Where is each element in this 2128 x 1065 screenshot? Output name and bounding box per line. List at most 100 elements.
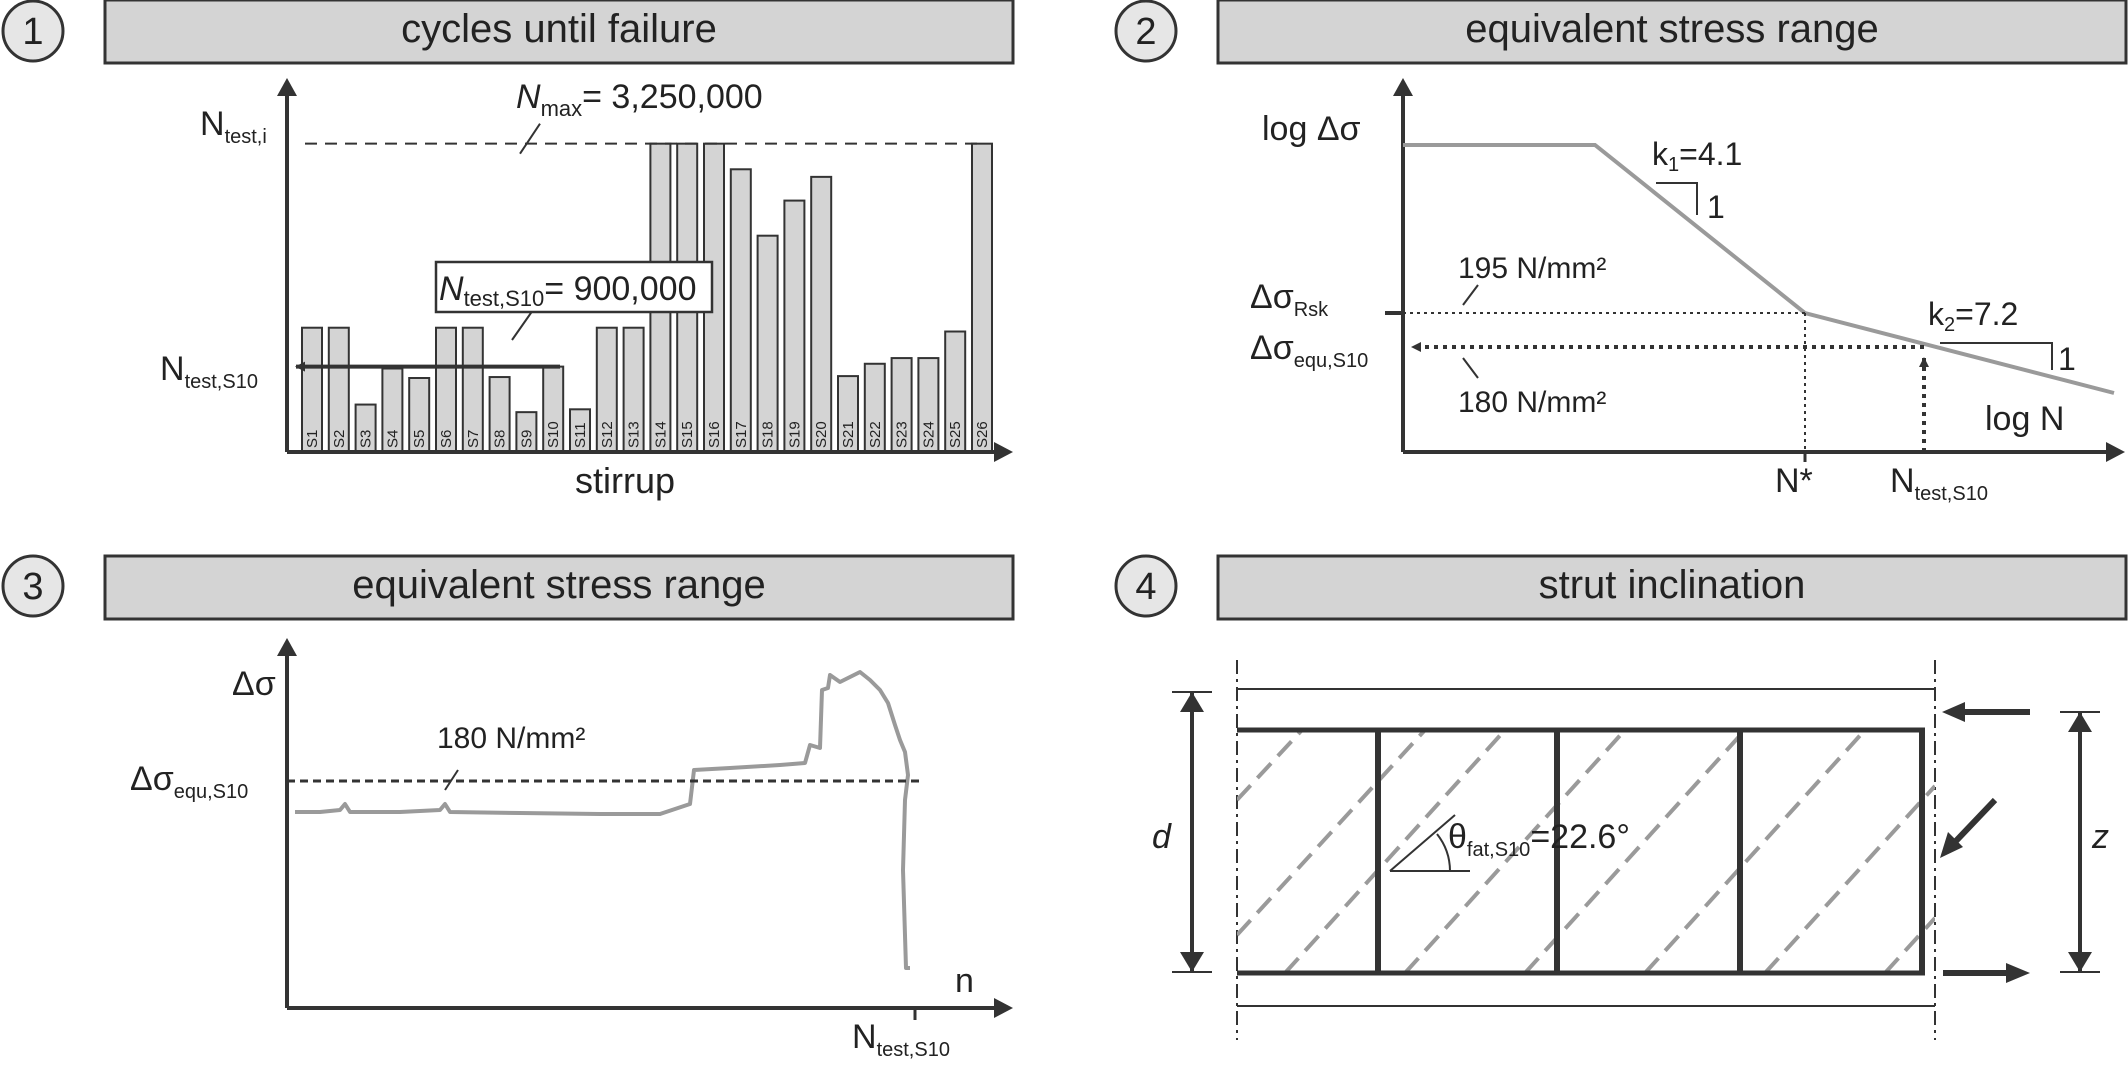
- bar-category-label: S22: [867, 421, 884, 448]
- d-label: d: [1152, 818, 1172, 856]
- bar-category-label: S3: [358, 430, 375, 448]
- bar: [756, 234, 779, 453]
- bar: [729, 168, 752, 454]
- equ-label: Δσequ,S10: [1250, 329, 1368, 372]
- y-axis-arrow: [1393, 78, 1413, 96]
- panel-2-number: 2: [1135, 11, 1156, 53]
- strut-line: [1237, 730, 1304, 802]
- k1-label-main: k: [1652, 136, 1669, 172]
- s10-label: Ntest,S10= 900,000: [439, 270, 696, 311]
- k1-slope-label: 1: [1707, 189, 1725, 225]
- panel-4-title: strut inclination: [1539, 563, 1806, 607]
- bar-category-label: S8: [492, 430, 509, 448]
- panel-2-title: equivalent stress range: [1465, 7, 1879, 51]
- panel-4-number-badge: [1114, 554, 1178, 618]
- strut-line: [1403, 730, 1627, 973]
- panel-3-title-box: [103, 554, 1015, 621]
- rsk-label-sub: Rsk: [1294, 299, 1329, 321]
- y-axis-label: Ntest,i: [200, 105, 267, 148]
- max-label-leader: [519, 123, 541, 155]
- s10-axis-label: Ntest,S10: [160, 350, 258, 393]
- bar: [971, 142, 993, 454]
- bar-category-label: S21: [840, 421, 857, 448]
- equ-value-leader: [1462, 357, 1479, 379]
- strut-line: [1523, 730, 1747, 973]
- x-axis-arrow: [994, 442, 1013, 462]
- x-axis-label: log N: [1985, 400, 2064, 438]
- k1-label-value: =4.1: [1679, 136, 1742, 172]
- compression-force-arrowhead: [1942, 702, 1965, 722]
- bar-category-label: S20: [813, 421, 830, 448]
- bar-label-group: S1 S2 S3 S4 S5 S6 S7 S8 S9 S10 S11 S12 S13 S14 S15 S16 S…: [304, 421, 991, 448]
- bar-category-label: S25: [947, 421, 964, 448]
- bar-category-label: S11: [572, 422, 589, 448]
- bar-category-label: S15: [679, 421, 696, 448]
- k2-slope-triangle: [1940, 342, 2053, 370]
- bar-category-label: S16: [706, 421, 723, 448]
- x-axis-arrow: [2106, 442, 2125, 462]
- k1-label: k1=4.1: [1652, 136, 1742, 176]
- nstar-label: N*: [1775, 462, 1813, 500]
- rsk-label-main: Δσ: [1250, 278, 1294, 316]
- bar-category-label: S12: [599, 421, 616, 448]
- panel-1-number-badge: [1, 0, 65, 63]
- ntest-label-main: N: [852, 1018, 877, 1056]
- panel-1-title-box: [103, 0, 1015, 65]
- z-dimension-arrow-bottom: [2068, 952, 2092, 972]
- panel-3-number-badge: [1, 554, 65, 618]
- y-axis-arrow: [277, 78, 297, 96]
- y-axis-label: Δσ: [232, 665, 276, 703]
- angle-arc: [1436, 833, 1451, 872]
- rsk-value-leader: [1462, 284, 1479, 306]
- panel-1-number: 1: [22, 11, 43, 53]
- bar-category-label: S17: [733, 421, 750, 448]
- equ-label-main: Δσ: [130, 760, 174, 798]
- panel-3-number: 3: [22, 566, 43, 608]
- bar-group: [301, 142, 993, 454]
- equ-value-label: 180 N/mm²: [1458, 386, 1606, 419]
- x-axis-label: n: [955, 962, 974, 1000]
- bar-category-label: S26: [974, 421, 991, 448]
- bar-category-label: S7: [465, 430, 482, 448]
- strut-line: [1763, 784, 1935, 973]
- rsk-value-label: 195 N/mm²: [1458, 252, 1606, 285]
- bar-category-label: S24: [920, 421, 937, 448]
- max-label-value: = 3,250,000: [582, 78, 763, 116]
- panel-3-header: 3 equivalent stress range: [1, 554, 1015, 621]
- panel-3-title: equivalent stress range: [352, 563, 766, 607]
- bar-category-label: S1: [304, 430, 321, 448]
- k2-slope-label: 1: [2058, 341, 2076, 377]
- x-axis-arrow: [994, 998, 1013, 1018]
- panel-4-number: 4: [1135, 566, 1156, 608]
- panel-4-header: 4 strut inclination: [1114, 554, 2128, 621]
- k1-slope-triangle: [1656, 182, 1698, 215]
- strut-line: [1883, 916, 1935, 973]
- k2-label: k2=7.2: [1928, 296, 2018, 336]
- s10-axis-label-main: N: [160, 350, 185, 388]
- s10-label-value: = 900,000: [544, 270, 696, 308]
- equ-value-leader: [444, 769, 459, 791]
- z-label: z: [2091, 818, 2109, 856]
- bar-category-label: S10: [545, 421, 562, 448]
- panel-1-header: 1 cycles until failure: [1, 0, 1015, 65]
- theta-label-value: =22.6°: [1530, 818, 1630, 856]
- rsk-label: ΔσRsk: [1250, 278, 1329, 321]
- s10-label-main: N: [439, 270, 464, 308]
- max-label-main: N: [516, 78, 541, 116]
- strut-line: [1283, 730, 1507, 973]
- k2-label-sub: 2: [1944, 314, 1955, 336]
- max-label: Nmax= 3,250,000: [516, 78, 763, 121]
- panel-1-title: cycles until failure: [401, 7, 717, 51]
- y-axis-arrow: [277, 638, 297, 656]
- ntest-label-main: N: [1890, 462, 1915, 500]
- panel-2-chart: k1=4.1 1 k2=7.2 1 log Δσ ΔσRsk Δσequ,S10…: [1250, 78, 2125, 505]
- strut-force-arrow: [1952, 797, 1998, 845]
- equ-label: Δσequ,S10: [130, 760, 248, 803]
- ntest-label-sub: test,S10: [877, 1039, 950, 1061]
- s10-label-sub: test,S10: [464, 286, 545, 311]
- bar-category-label: S4: [384, 430, 401, 448]
- theta-label-sub: fat,S10: [1467, 839, 1530, 861]
- equ-label-sub: equ,S10: [1294, 350, 1369, 372]
- panel-4-title-box: [1216, 554, 2128, 621]
